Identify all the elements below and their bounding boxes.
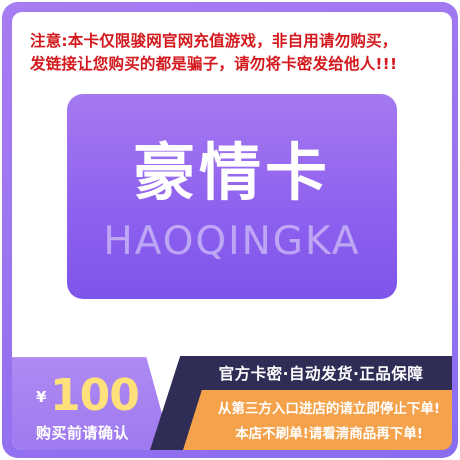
notice-line-2: 发链接让您购买的都是骗子，请勿将卡密发给他人!!! [30,55,398,73]
product-card-graphic: 豪情卡 HAOQINGKA [67,94,397,299]
currency-symbol: ¥ [36,388,47,406]
price-amount: 100 [50,370,140,421]
price-panel: ¥ 100 购买前请确认 [12,342,177,450]
confirm-label: 购买前请确认 [36,424,130,442]
price-background [12,357,172,450]
card-subtitle: HAOQINGKA [103,219,361,264]
notice-text: 注意:本卡仅限骏网官网充值游戏，非自用请勿购买， 发链接让您购买的都是骗子，请勿… [30,30,436,76]
warning-line-1: 从第三方入口进店的请立即停止下单! [217,401,441,417]
warning-line-2: 本店不刷单!请看清商品再下单! [235,426,423,442]
guarantee-panel: 官方卡密·自动发货·正品保障 从第三方入口进店的请立即停止下单! 本店不刷单!请… [150,356,452,450]
notice-line-1: 注意:本卡仅限骏网官网充值游戏，非自用请勿购买， [30,32,398,50]
card-inner-panel: 注意:本卡仅限骏网官网充值游戏，非自用请勿购买， 发链接让您购买的都是骗子，请勿… [12,12,452,450]
card-title: 豪情卡 [132,136,331,209]
guarantee-text: 官方卡密·自动发货·正品保障 [218,365,424,383]
warning-box: 从第三方入口进店的请立即停止下单! 本店不刷单!请看清商品再下单! [183,390,452,450]
bottom-banner: ¥ 100 购买前请确认 官方卡密·自动发货·正品保障 从第三方入口进店的请立即… [12,342,452,450]
